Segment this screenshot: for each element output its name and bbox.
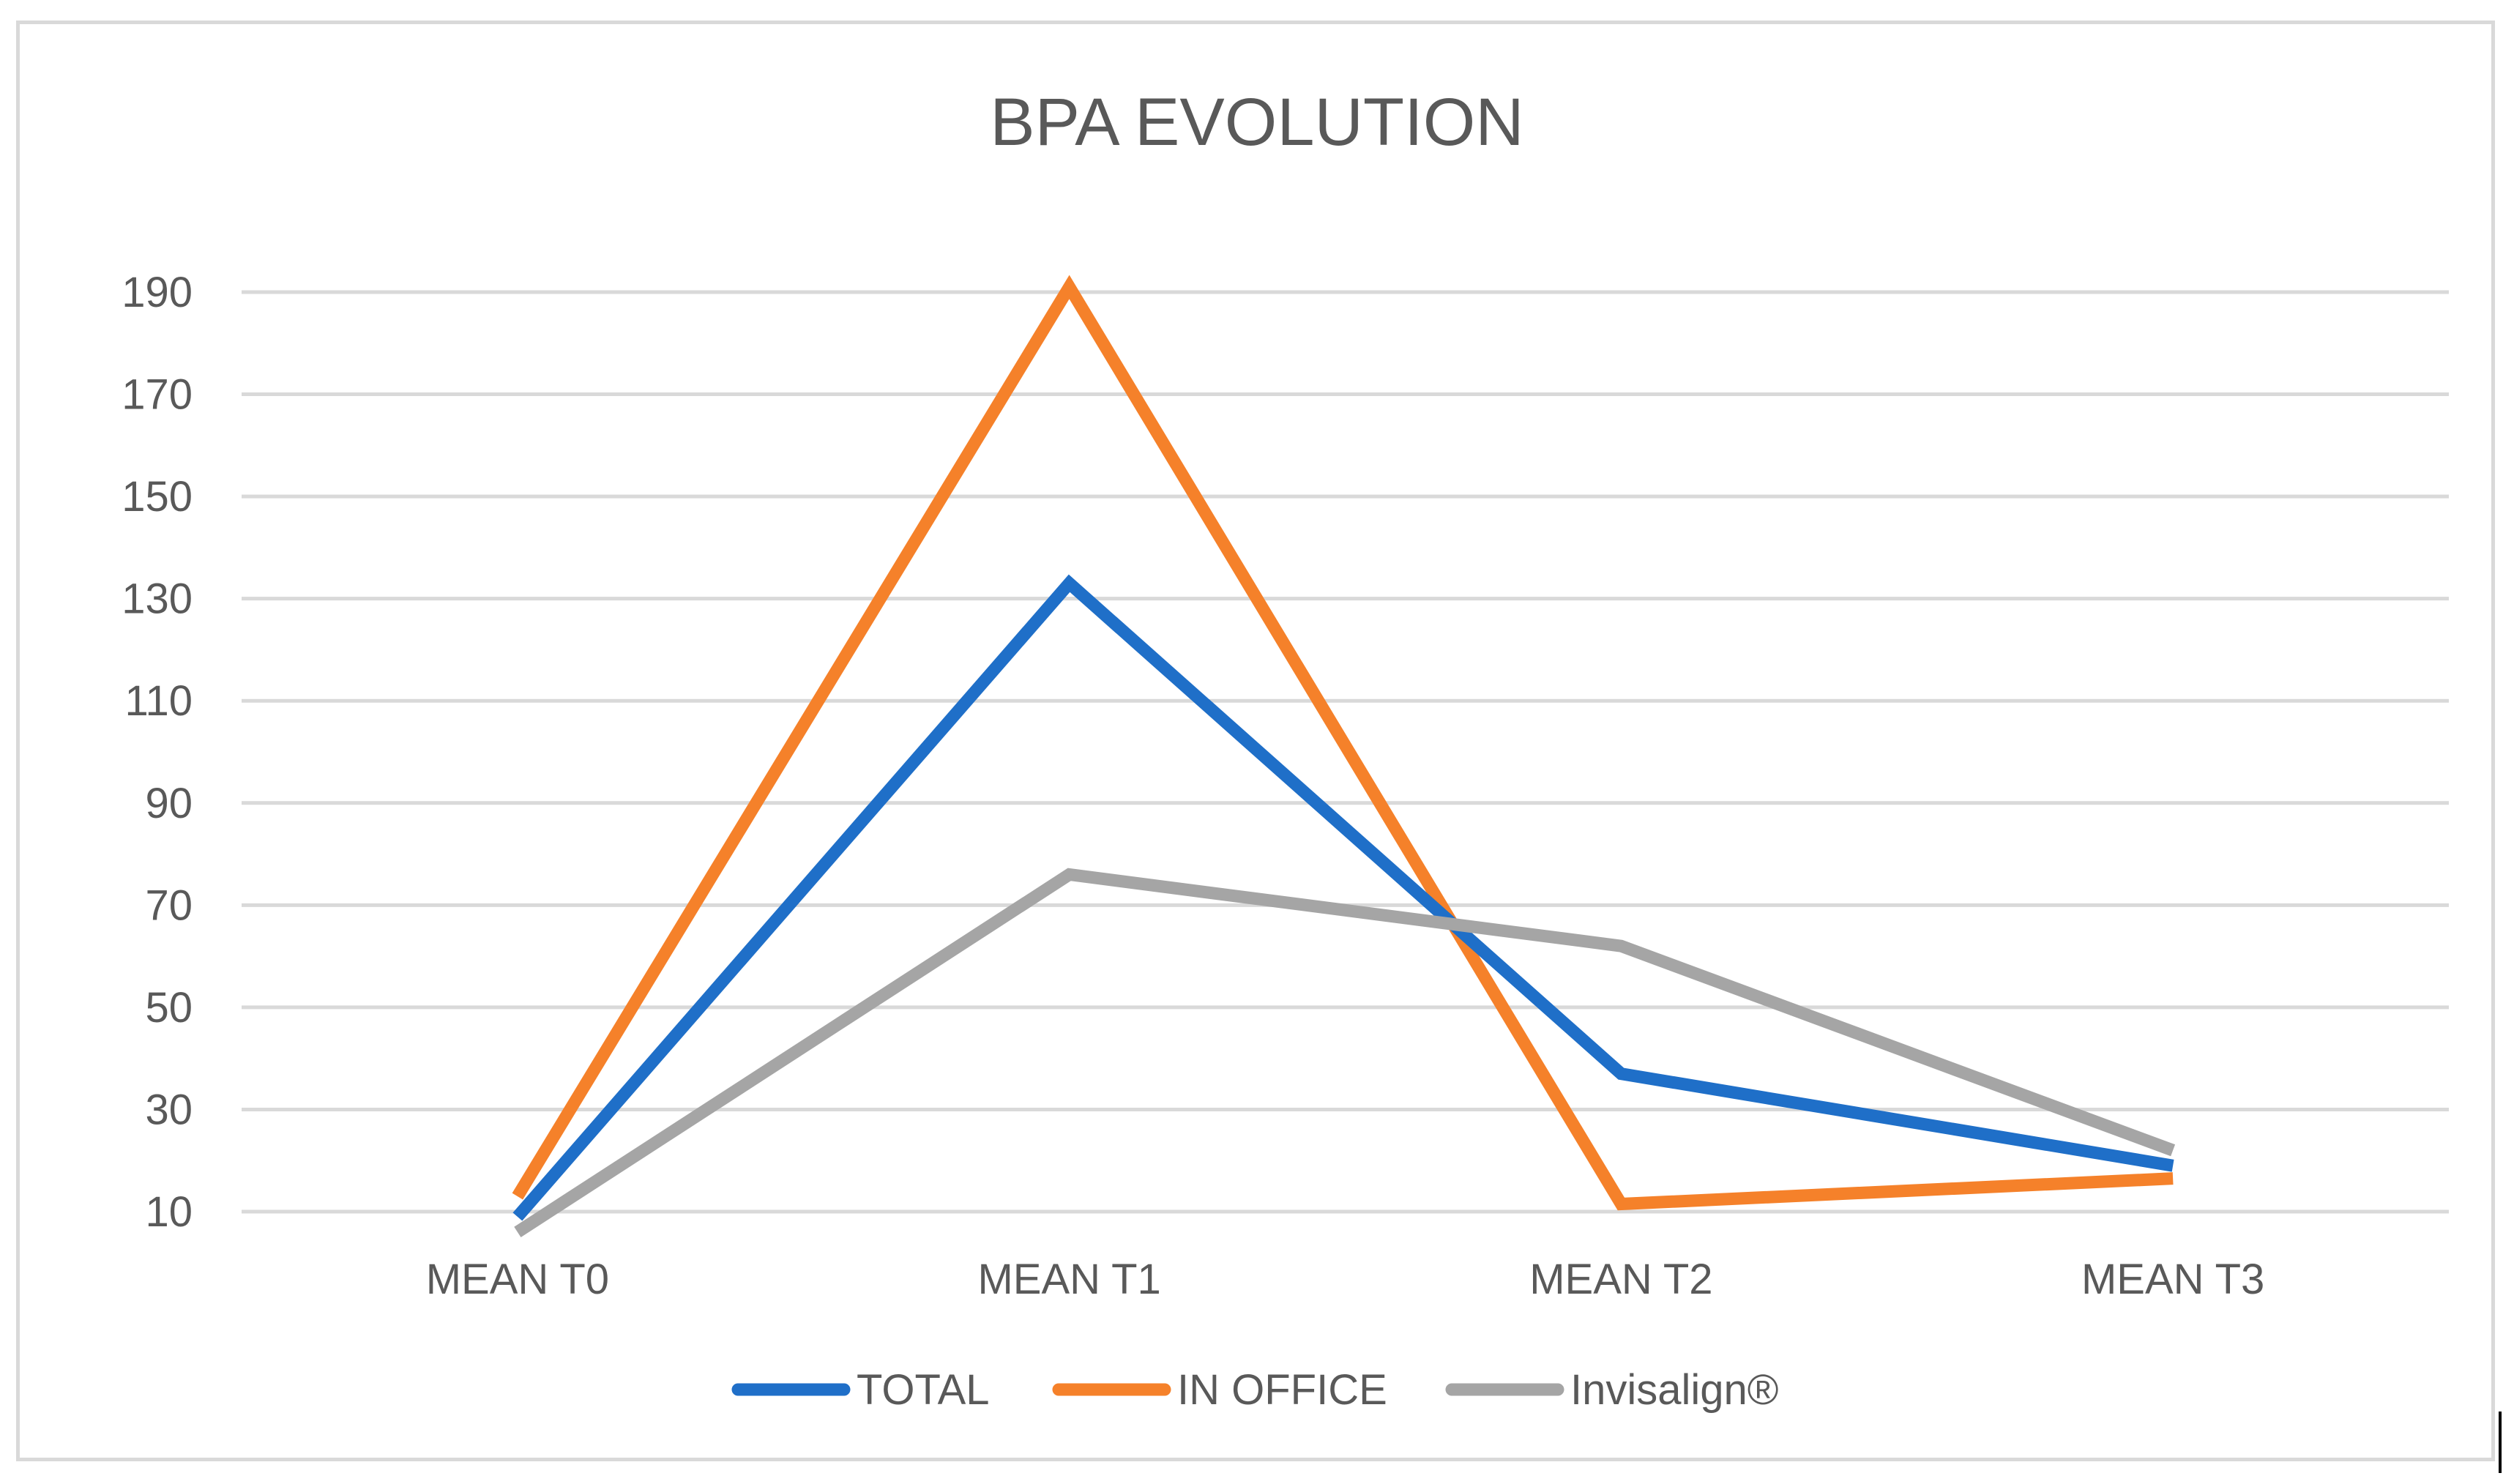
y-tick-label: 50 <box>145 984 193 1032</box>
y-tick-label: 90 <box>145 780 193 827</box>
series-line-invisalign <box>514 868 2176 1238</box>
x-category-label: MEAN T1 <box>977 1256 1160 1303</box>
chart-title: BPA EVOLUTION <box>990 85 1523 160</box>
series-lines <box>512 275 2176 1238</box>
y-tick-label: 110 <box>125 677 193 725</box>
y-tick-label: 190 <box>122 269 193 316</box>
legend-label: TOTAL <box>857 1366 990 1414</box>
x-axis-category-labels: MEAN T0 MEAN T1 MEAN T2 MEAN T3 <box>426 1256 2265 1303</box>
series-line-in-office <box>512 275 2174 1211</box>
y-tick-label: 170 <box>122 371 193 419</box>
y-tick-label: 10 <box>145 1188 193 1236</box>
y-tick-label: 70 <box>145 881 193 929</box>
text-cursor <box>2499 1412 2502 1473</box>
legend: TOTAL IN OFFICE Invisalign® <box>731 1366 1779 1414</box>
x-category-label: MEAN T2 <box>1529 1256 1712 1303</box>
x-category-label: MEAN T0 <box>426 1256 609 1303</box>
series-line-total <box>512 574 2174 1221</box>
y-tick-label: 150 <box>122 473 193 521</box>
y-tick-label: 30 <box>145 1086 193 1133</box>
legend-label: IN OFFICE <box>1177 1366 1387 1414</box>
legend-label: Invisalign® <box>1570 1366 1779 1414</box>
y-axis-tick-labels: 10 30 50 70 90 110 130 150 170 190 <box>122 269 193 1236</box>
y-tick-label: 130 <box>122 575 193 623</box>
x-category-label: MEAN T3 <box>2081 1256 2264 1303</box>
